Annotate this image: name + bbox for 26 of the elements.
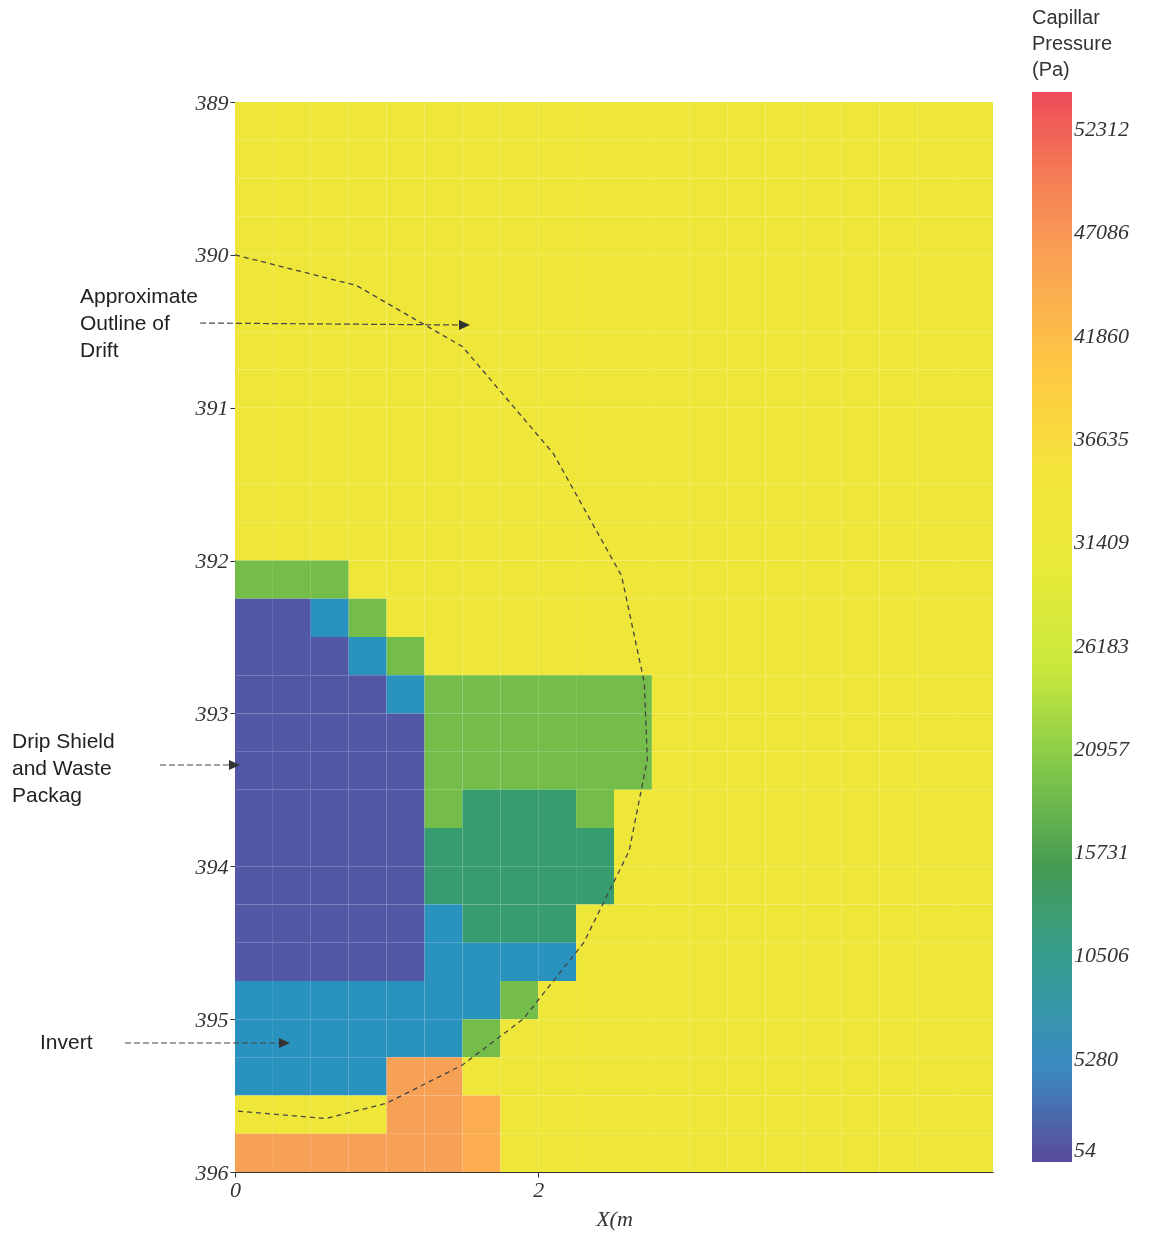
- color-bar-label: 20957: [1074, 735, 1130, 761]
- color-bar-title: Capillar Pressure (Pa): [1032, 6, 1113, 80]
- text: Approximate Outline of Drift: [80, 283, 199, 363]
- color-bar-label: 47086: [1074, 219, 1129, 245]
- color-bar-label: 5280: [1074, 1045, 1118, 1071]
- color-bar-label: 31409: [1073, 529, 1129, 555]
- y-tick-label: 394: [194, 853, 229, 879]
- color-bar-label: 26183: [1074, 632, 1129, 658]
- color-bar-label: 15731: [1074, 839, 1129, 865]
- color-bar-label: 10506: [1074, 942, 1129, 968]
- y-tick-label: 389: [194, 89, 229, 115]
- y-tick-label: 396: [194, 1159, 229, 1185]
- y-tick-label: 393: [194, 700, 229, 726]
- x-axis-title: X(m: [595, 1205, 633, 1231]
- text: Drip Shield and Waste Packag: [12, 728, 116, 808]
- y-tick-label: 390: [194, 242, 229, 268]
- color-bar-label: 54: [1074, 1137, 1096, 1162]
- y-tick-label: 395: [194, 1006, 229, 1032]
- color-bar-label: 41860: [1074, 322, 1129, 348]
- color-bar-label: 36635: [1073, 425, 1129, 451]
- x-tick-label: 0: [230, 1176, 241, 1202]
- x-tick-label: 2: [533, 1176, 545, 1202]
- y-tick-label: 391: [194, 395, 229, 421]
- text: Invert: [40, 1029, 94, 1055]
- y-tick-label: 392: [194, 548, 229, 574]
- color-bar-label: 52312: [1074, 116, 1129, 141]
